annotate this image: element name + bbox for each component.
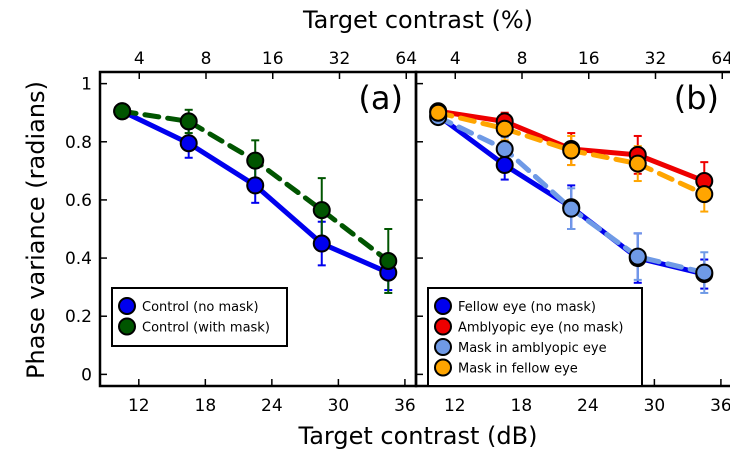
x2-tick-label-1-0: 4 [450, 49, 461, 69]
x-tick-label-0-0: 12 [128, 396, 150, 416]
top-axis-title: Target contrast (%) [302, 6, 533, 34]
x-tick-label-1-0: 12 [444, 396, 466, 416]
x-tick-label-1-1: 18 [511, 396, 533, 416]
x2-tick-label-0-3: 32 [329, 49, 351, 69]
data-point-0-0-3 [312, 234, 331, 253]
x2-tick-label-1-1: 8 [517, 49, 528, 69]
data-point-0-1-2 [246, 151, 265, 170]
x-tick-label-0-3: 30 [328, 396, 350, 416]
y-tick-label-0-0: 0 [81, 365, 92, 385]
y-tick-label-0-2: 0.4 [65, 249, 92, 269]
data-point-1-2-4 [695, 263, 714, 282]
legend-label-0-1: Control (with mask) [142, 321, 270, 336]
x-tick-label-1-4: 36 [710, 396, 730, 416]
x2-tick-label-1-4: 64 [711, 49, 730, 69]
panel-0: 12 18 24 30 36 4 8 16 32 64 0 0.2 0.4 0.6 0.8 1 Control … [65, 49, 417, 416]
x-tick-label-1-3: 30 [644, 396, 666, 416]
y-tick-label-0-4: 0.8 [65, 133, 92, 153]
data-point-0-0-2 [246, 176, 265, 195]
x2-tick-label-1-2: 16 [578, 49, 600, 69]
panel-1: 12 18 24 30 36 4 8 16 32 64 Fellow eye (no mask) Am… [416, 49, 730, 416]
x2-tick-label-0-4: 64 [395, 49, 417, 69]
data-point-1-3-4 [695, 185, 714, 204]
legend-marker-1-3 [434, 358, 452, 377]
legend-label-1-3: Mask in fellow eye [458, 362, 578, 377]
x2-tick-label-0-2: 16 [262, 49, 284, 69]
y-tick-label-0-1: 0.2 [65, 307, 92, 327]
data-point-1-3-3 [628, 154, 647, 173]
legend-marker-1-0 [434, 297, 452, 315]
legend-label-1-2: Mask in amblyopic eye [458, 341, 607, 356]
data-point-1-3-1 [495, 119, 514, 138]
panel-a-label: (a) [358, 79, 403, 117]
data-point-1-2-2 [562, 199, 581, 218]
data-point-1-2-3 [628, 247, 647, 266]
legend-label-1-1: Amblyopic eye (no mask) [458, 321, 623, 336]
data-point-0-1-3 [312, 201, 331, 220]
x2-tick-label-0-0: 4 [134, 49, 145, 69]
data-point-1-3-0 [429, 103, 448, 122]
data-point-1-0-1 [495, 156, 514, 175]
data-point-0-0-1 [179, 134, 198, 153]
data-point-0-1-0 [113, 102, 132, 121]
x2-tick-label-0-1: 8 [201, 49, 212, 69]
data-point-0-1-1 [179, 112, 198, 131]
panel-b-label: (b) [674, 79, 719, 117]
x-tick-label-1-2: 24 [577, 396, 599, 416]
legend-label-0-0: Control (no mask) [142, 300, 259, 315]
data-point-1-3-2 [562, 141, 581, 160]
legend-marker-0-0 [118, 297, 136, 315]
legend-box-0 [111, 287, 288, 347]
y-tick-label-0-3: 0.6 [65, 191, 92, 211]
y-tick-label-0-5: 1 [81, 75, 92, 95]
data-point-1-2-1 [495, 140, 514, 159]
x-tick-label-0-1: 18 [195, 396, 217, 416]
x-tick-label-0-4: 36 [394, 396, 416, 416]
legend-box-1 [427, 287, 643, 387]
x2-tick-label-1-3: 32 [645, 49, 667, 69]
y-axis-title: Phase variance (radians) [22, 81, 50, 379]
legend-marker-0-1 [118, 317, 136, 336]
legend-marker-1-1 [434, 317, 452, 336]
data-point-0-1-4 [379, 251, 398, 270]
legend-marker-1-2 [434, 338, 452, 356]
x-tick-label-0-2: 24 [261, 396, 283, 416]
legend-label-1-0: Fellow eye (no mask) [458, 300, 596, 315]
bottom-axis-title: Target contrast (dB) [298, 422, 538, 449]
